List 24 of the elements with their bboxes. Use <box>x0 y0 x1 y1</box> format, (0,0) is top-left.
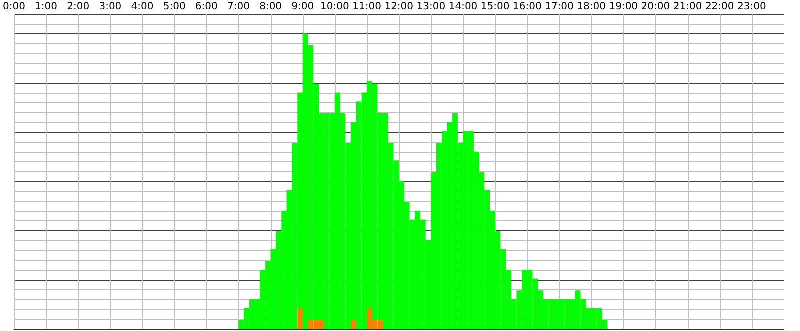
x-tick-label: 2:00 <box>67 2 90 12</box>
x-tick-label: 8:00 <box>260 2 282 12</box>
x-tick-label: 21:00 <box>673 2 702 12</box>
x-tick-label: 1:00 <box>35 2 58 12</box>
x-tick-label: 9:00 <box>292 2 314 12</box>
x-tick-label: 0:00 <box>2 2 26 12</box>
x-tick-label: 20:00 <box>641 2 670 12</box>
x-tick-label: 5:00 <box>163 2 186 12</box>
x-tick-label: 16:00 <box>512 2 542 12</box>
x-tick-label: 19:00 <box>609 2 638 12</box>
x-tick-label: 13:00 <box>416 2 446 12</box>
x-tick-label: 4:00 <box>131 2 154 12</box>
x-tick-label: 14:00 <box>448 2 478 12</box>
x-tick-label: 3:00 <box>99 2 122 12</box>
x-tick-label: 7:00 <box>228 2 250 12</box>
x-tick-label: 12:00 <box>384 2 414 12</box>
x-tick-label: 23:00 <box>738 2 766 12</box>
x-tick-label: 22:00 <box>705 2 734 12</box>
x-tick-label: 15:00 <box>480 2 510 12</box>
x-tick-label: 11:00 <box>352 2 382 12</box>
x-tick-label: 6:00 <box>195 2 218 12</box>
x-tick-label: 18:00 <box>577 2 606 12</box>
x-tick-label: 17:00 <box>545 2 574 12</box>
x-tick-label: 10:00 <box>320 2 350 12</box>
